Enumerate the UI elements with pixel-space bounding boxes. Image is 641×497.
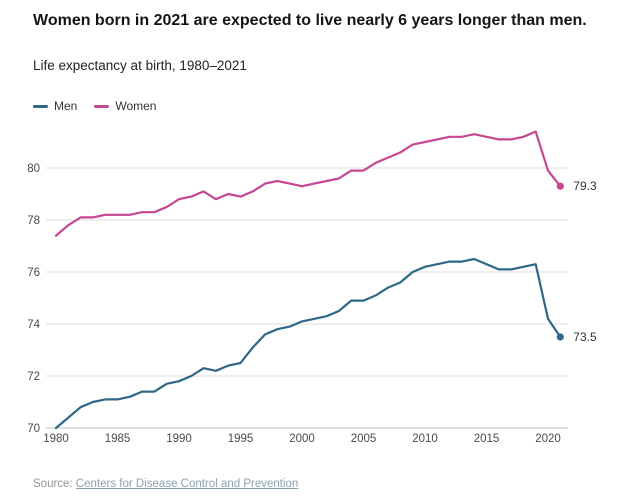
x-tick-label: 2010	[412, 433, 438, 445]
legend-item-women: Women	[94, 99, 156, 113]
y-tick-label: 76	[27, 267, 40, 279]
legend-label-women: Women	[115, 99, 157, 113]
x-tick-label: 2015	[474, 433, 500, 445]
x-tick-label: 1990	[166, 433, 192, 445]
legend-swatch-men	[33, 104, 48, 108]
endpoint-dot-women	[556, 182, 564, 190]
source-link[interactable]: Centers for Disease Control and Preventi…	[75, 477, 299, 490]
legend: Men Women	[33, 99, 156, 113]
chart-title: Women born in 2021 are expected to live …	[33, 12, 587, 29]
chart-subtitle: Life expectancy at birth, 1980–2021	[33, 58, 247, 73]
x-tick-label: 2020	[535, 433, 561, 445]
y-tick-label: 70	[27, 423, 40, 435]
x-tick-label: 2005	[351, 433, 377, 445]
legend-item-men: Men	[33, 99, 77, 113]
legend-swatch-women	[94, 104, 110, 108]
x-tick-label: 2000	[289, 433, 315, 445]
x-tick-label: 1995	[228, 433, 254, 445]
end-value-label-men: 73.5	[573, 330, 597, 344]
legend-label-men: Men	[54, 99, 78, 113]
x-tick-label: 1980	[43, 433, 69, 445]
source-line: Source: Centers for Disease Control and …	[33, 478, 298, 490]
y-tick-label: 74	[27, 319, 40, 331]
end-value-label-women: 79.3	[573, 179, 597, 193]
source-prefix: Source:	[33, 477, 73, 490]
series-line-women	[54, 130, 562, 237]
y-tick-label: 72	[27, 371, 40, 383]
y-tick-label: 78	[27, 215, 40, 227]
y-tick-label: 80	[27, 163, 40, 175]
line-chart: 70 72 74 76 78 80 1980 1985 1990 1995 2000 2005 2010…	[27, 130, 597, 445]
x-tick-label: 1985	[105, 433, 131, 445]
endpoint-dot-men	[556, 333, 564, 341]
series-line-men	[54, 257, 562, 430]
